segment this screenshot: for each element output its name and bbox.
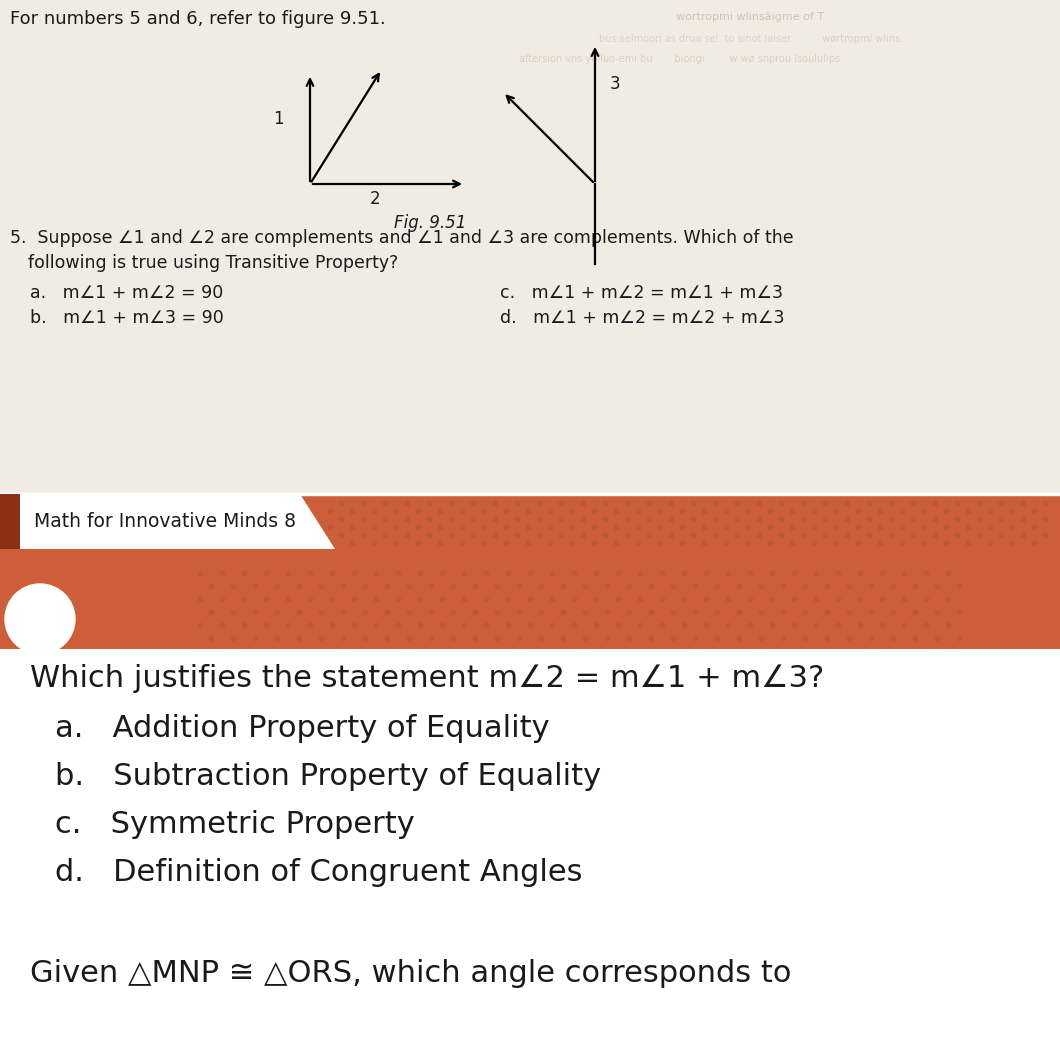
Text: b.   Subtraction Property of Equality: b. Subtraction Property of Equality	[55, 762, 601, 790]
Polygon shape	[0, 494, 335, 549]
Bar	[0, 494, 1060, 549]
Text: c.   m∠1 + m∠2 = m∠1 + m∠3: c. m∠1 + m∠2 = m∠1 + m∠3	[500, 284, 783, 302]
Text: 5.  Suppose ∠1 and ∠2 are complements and ∠1 and ∠3 are complements. Which of th: 5. Suppose ∠1 and ∠2 are complements and…	[10, 229, 794, 247]
Text: 2: 2	[370, 190, 381, 208]
Text: Fig. 9.51: Fig. 9.51	[394, 214, 466, 232]
Bar	[0, 494, 20, 549]
Bar	[0, 549, 1060, 653]
Bar	[0, 649, 1060, 1054]
Text: 1: 1	[272, 110, 283, 128]
Text: a.   Addition Property of Equality: a. Addition Property of Equality	[55, 714, 550, 743]
Text: For numbers 5 and 6, refer to figure 9.51.: For numbers 5 and 6, refer to figure 9.5…	[10, 9, 386, 28]
Text: b.   m∠1 + m∠3 = 90: b. m∠1 + m∠3 = 90	[30, 309, 224, 327]
Text: aftersion vns yniluo-emi bu       biongi        w wø snprou lsoululips: aftersion vns yniluo-emi bu biongi w wø …	[519, 54, 841, 64]
Text: Math for Innovative Minds 8: Math for Innovative Minds 8	[34, 512, 296, 531]
Circle shape	[5, 584, 75, 653]
Text: following is true using Transitive Property?: following is true using Transitive Prope…	[28, 254, 399, 272]
Text: a.   m∠1 + m∠2 = 90: a. m∠1 + m∠2 = 90	[30, 284, 224, 302]
Text: wortropmi wlinsâigme of T: wortropmi wlinsâigme of T	[676, 12, 824, 22]
Text: bus selmoori as drua sel  to sinot laiser          wørtropmi wlins: bus selmoori as drua sel to sinot laiser…	[599, 34, 901, 44]
Text: Given △MNP ≅ △ORS, which angle corresponds to: Given △MNP ≅ △ORS, which angle correspon…	[30, 959, 792, 988]
Bar	[0, 0, 1060, 551]
Text: 3: 3	[610, 75, 620, 93]
Text: Which justifies the statement m∠2 = m∠1 + m∠3?: Which justifies the statement m∠2 = m∠1 …	[30, 664, 825, 692]
Text: c.   Symmetric Property: c. Symmetric Property	[55, 811, 414, 839]
Text: d.   m∠1 + m∠2 = m∠2 + m∠3: d. m∠1 + m∠2 = m∠2 + m∠3	[500, 309, 784, 327]
Text: d.   Definition of Congruent Angles: d. Definition of Congruent Angles	[55, 858, 583, 887]
